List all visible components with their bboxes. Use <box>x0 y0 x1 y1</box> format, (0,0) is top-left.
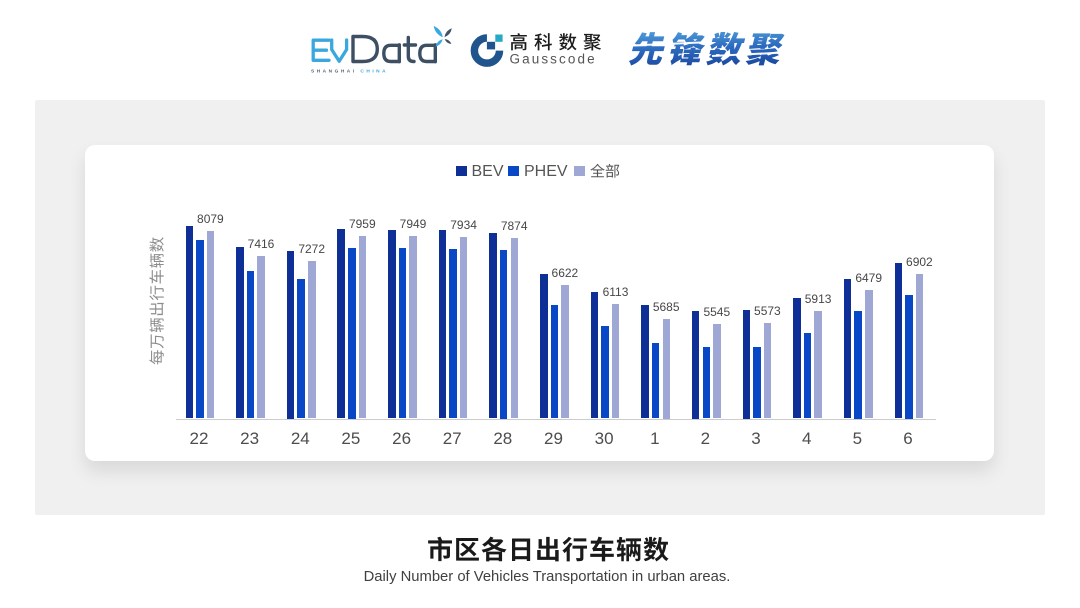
svg-text:SHANGHAI CHINA: SHANGHAI CHINA <box>311 69 388 75</box>
svg-text:Gausscode: Gausscode <box>510 52 597 67</box>
